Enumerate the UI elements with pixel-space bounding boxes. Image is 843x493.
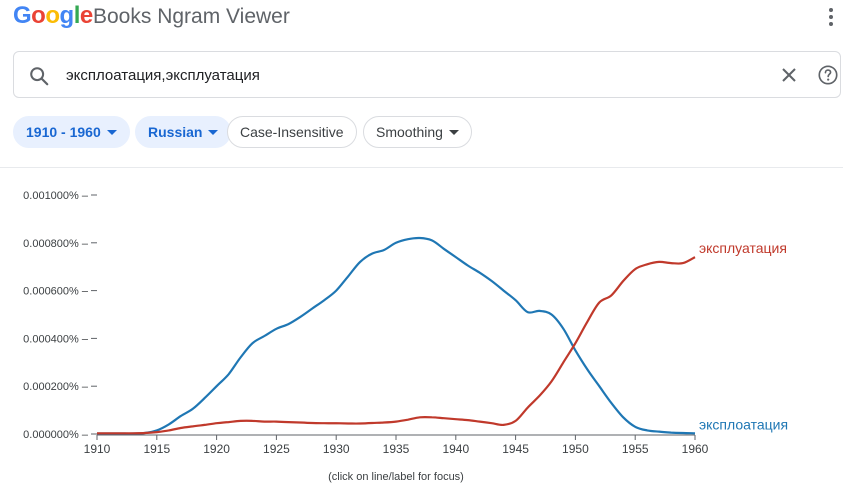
ngram-chart: 0.000000% – 0.000200% – 0.000400% – 0.00060… bbox=[23, 190, 788, 483]
caret-down-icon bbox=[106, 129, 117, 135]
x-tick-label: 1935 bbox=[383, 442, 410, 456]
x-tick-label: 1925 bbox=[263, 442, 290, 456]
google-logo[interactable]: Google bbox=[13, 2, 93, 30]
x-tick-label: 1910 bbox=[84, 442, 111, 456]
x-tick-label: 1950 bbox=[562, 442, 589, 456]
x-tick-label: 1920 bbox=[203, 442, 230, 456]
case-insensitive-chip[interactable]: Case-Insensitive bbox=[227, 116, 357, 148]
y-tick-label: 0.000800% – bbox=[23, 238, 89, 250]
series-label-1[interactable]: эксплоатация bbox=[699, 416, 788, 432]
x-tick-label: 1955 bbox=[622, 442, 649, 456]
x-tick-label: 1940 bbox=[442, 442, 469, 456]
logo-letter: g bbox=[59, 2, 75, 29]
logo-letter: l bbox=[73, 2, 81, 29]
caret-down-icon bbox=[448, 129, 459, 135]
app-title: Books Ngram Viewer bbox=[93, 5, 290, 28]
year-range-label: 1910 - 1960 bbox=[26, 124, 101, 140]
caret-down-icon bbox=[208, 129, 219, 135]
app-header: Google Books Ngram Viewer bbox=[0, 0, 843, 40]
smoothing-label: Smoothing bbox=[376, 124, 443, 140]
search-input[interactable] bbox=[66, 63, 746, 87]
x-tick-label: 1960 bbox=[682, 442, 709, 456]
divider bbox=[0, 167, 843, 168]
smoothing-chip[interactable]: Smoothing bbox=[363, 116, 472, 148]
close-icon[interactable] bbox=[780, 66, 798, 84]
series-line-1[interactable] bbox=[97, 236, 696, 435]
logo-letter: o bbox=[31, 2, 46, 29]
search-box bbox=[13, 51, 841, 98]
y-tick-label: 0.000200% – bbox=[23, 381, 89, 393]
case-insensitive-label: Case-Insensitive bbox=[240, 124, 344, 140]
search-icon bbox=[30, 67, 49, 86]
y-tick-label: 0.000400% – bbox=[23, 333, 89, 345]
more-vert-icon[interactable] bbox=[826, 8, 836, 30]
year-range-chip[interactable]: 1910 - 1960 bbox=[13, 116, 130, 148]
y-tick-label: 0.000600% – bbox=[23, 286, 89, 298]
logo-letter: e bbox=[79, 2, 93, 29]
help-icon[interactable] bbox=[817, 64, 839, 86]
x-tick-label: 1930 bbox=[323, 442, 350, 456]
series-label-2[interactable]: эксплуатация bbox=[699, 240, 787, 256]
x-tick-label: 1915 bbox=[143, 442, 170, 456]
y-tick-label: 0.001000% – bbox=[23, 190, 89, 202]
series-line-2[interactable] bbox=[97, 256, 696, 435]
corpus-chip[interactable]: Russian bbox=[135, 116, 232, 148]
x-axis-label: (click on line/label for focus) bbox=[328, 471, 464, 483]
logo-letter: o bbox=[45, 2, 60, 29]
y-tick-label: 0.000000% – bbox=[23, 429, 89, 441]
x-tick-label: 1945 bbox=[502, 442, 529, 456]
corpus-label: Russian bbox=[148, 124, 203, 140]
logo-letter: G bbox=[13, 2, 32, 29]
